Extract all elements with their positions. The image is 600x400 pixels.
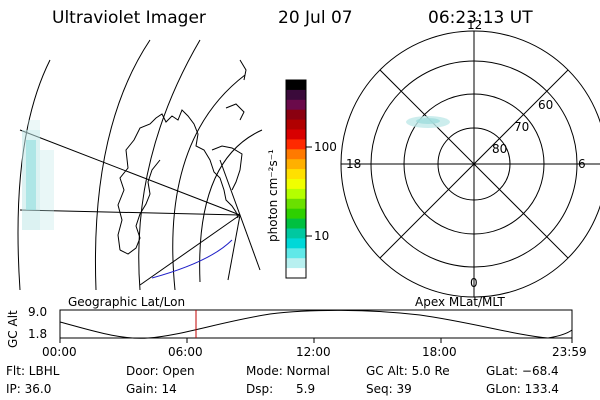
colorbar-unit-label: photon cm⁻²s⁻¹	[266, 149, 280, 242]
info-door: Door: Open	[126, 364, 195, 378]
map-meridian-5	[219, 159, 261, 271]
aurora-patch-core	[26, 140, 36, 210]
polar-aurora-emission	[406, 116, 450, 128]
mlat-label-80: 80	[492, 142, 508, 156]
info-filter: Flt: LBHL	[6, 364, 60, 378]
colorbar-band	[286, 228, 306, 239]
map-lat-arc-2	[95, 39, 151, 291]
map-lat-arc-4	[172, 74, 246, 291]
colorbar-band	[286, 149, 306, 160]
info-dsp: Dsp: 5.9	[246, 382, 316, 396]
colorbar-band	[286, 109, 306, 121]
timeline-panel	[59, 309, 573, 343]
colorbar-band	[286, 169, 306, 180]
orbit-altitude-curve	[59, 309, 573, 339]
geographic-map	[17, 39, 263, 291]
info-gc-alt: GC Alt: 5.0 Re	[366, 364, 450, 378]
colorbar-band	[286, 198, 306, 210]
colorbar-frame	[285, 79, 307, 279]
timeline-ytick-top: 9.0	[28, 305, 48, 319]
time-tick-0000: 00:00	[42, 345, 77, 359]
colorbar-band	[286, 218, 306, 229]
colorbar	[286, 80, 306, 279]
aurora-patch-top	[28, 120, 40, 130]
colorbar-band	[286, 139, 306, 150]
colorbar-tick-label-100: 100	[314, 140, 337, 154]
colorbar-tick-label-10: 10	[314, 229, 330, 243]
timeline-frame	[59, 309, 573, 339]
mlt-label-18: 18	[346, 157, 362, 171]
date-label: 20 Jul 07	[278, 8, 353, 28]
colorbar-band	[286, 99, 306, 111]
time-tick-0600: 06:00	[168, 345, 203, 359]
colorbar-band	[286, 89, 306, 101]
polar-line-diag-2	[379, 69, 569, 259]
info-mode: Mode: Normal	[246, 364, 330, 378]
colorbar-band	[286, 179, 306, 190]
info-gain: Gain: 14	[126, 382, 177, 396]
colorbar-band	[286, 188, 306, 200]
colorbar-band	[286, 208, 306, 220]
timeline-right-title: Apex MLat/MLT	[415, 295, 505, 309]
timeline-ytick-bottom: 1.8	[28, 327, 48, 341]
app-title: Ultraviolet Imager	[52, 8, 206, 28]
polar-aurora-core	[416, 118, 440, 124]
coastline	[117, 109, 239, 255]
mlt-label-6: 6	[578, 157, 586, 171]
map-meridian-2	[19, 209, 241, 216]
info-ip: IP: 36.0	[6, 382, 52, 396]
colorbar-band	[286, 268, 306, 279]
time-label: 06:23:13 UT	[428, 8, 533, 28]
colorbar-band	[286, 159, 306, 170]
colorbar-band	[286, 258, 306, 269]
colorbar-band	[286, 119, 306, 130]
coastline-islands	[211, 59, 247, 191]
colorbar-band	[286, 238, 306, 249]
map-lat-arc-3	[138, 39, 201, 291]
map-aurora-emission	[22, 120, 54, 230]
aurora-patch-fringe	[40, 150, 54, 230]
colorbar-band	[286, 80, 306, 91]
map-meridian-3	[139, 214, 241, 286]
map-meridian-4	[227, 214, 241, 281]
info-seq: Seq: 39	[366, 382, 412, 396]
timeline-left-title: Geographic Lat/Lon	[68, 295, 186, 309]
colorbar-band	[286, 248, 306, 259]
timeline-ylabel: GC Alt	[6, 310, 20, 348]
map-lat-arc-5	[199, 129, 263, 283]
polar-plot	[340, 30, 600, 298]
time-tick-2359: 23:59	[552, 345, 587, 359]
time-tick-1200: 12:00	[296, 345, 331, 359]
map-orbit-track	[151, 239, 233, 279]
mlat-label-70: 70	[514, 120, 530, 134]
map-meridian-1	[19, 129, 241, 216]
mlat-label-60: 60	[538, 98, 554, 112]
colorbar-band	[286, 129, 306, 140]
info-glat: GLat: −68.4	[486, 364, 559, 378]
mlt-label-0: 0	[470, 276, 478, 290]
time-tick-1800: 18:00	[422, 345, 457, 359]
info-glon: GLon: 133.4	[486, 382, 559, 396]
mlt-label-12: 12	[467, 18, 483, 32]
